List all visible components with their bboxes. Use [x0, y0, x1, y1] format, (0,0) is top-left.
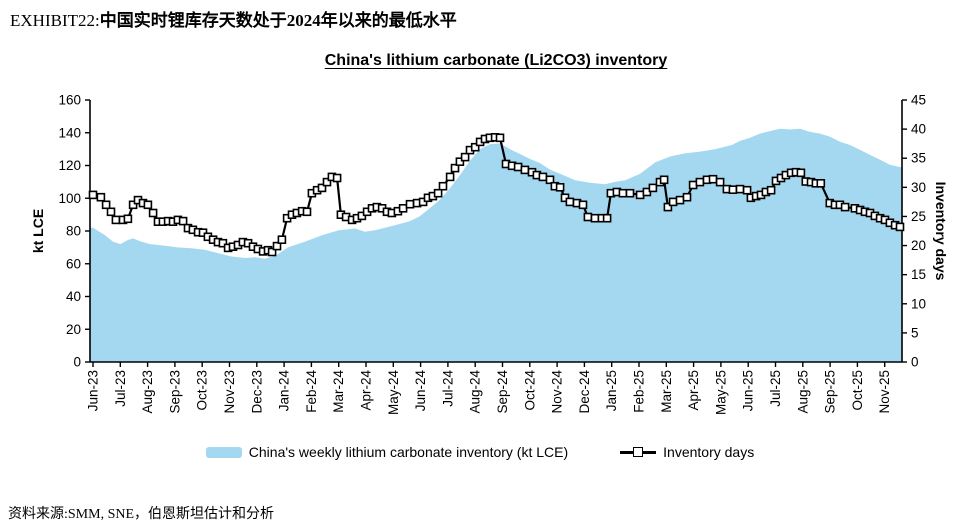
x-tick-label: Aug-24: [468, 370, 483, 414]
x-tick-label: Oct-25: [850, 370, 865, 411]
legend-entry-inventory-days: Inventory days: [620, 444, 754, 460]
exhibit-label: EXHIBIT22:: [10, 11, 100, 30]
right-tick-label: 35: [911, 151, 926, 166]
x-tick-label: Oct-23: [195, 370, 210, 411]
left-tick-label: 80: [66, 224, 81, 239]
x-tick-label: May-25: [713, 370, 728, 415]
x-tick-label: Aug-25: [795, 370, 810, 414]
right-tick-label: 30: [911, 180, 926, 195]
x-tick-label: Apr-25: [686, 370, 701, 411]
x-tick-label: Nov-25: [877, 370, 892, 414]
left-tick-label: 160: [58, 93, 81, 108]
left-tick-label: 40: [66, 289, 81, 304]
x-tick-label: Nov-23: [222, 370, 237, 414]
x-tick-label: Jun-25: [741, 370, 756, 411]
x-tick-label: Jul-25: [768, 370, 783, 407]
x-tick-label: Feb-25: [632, 370, 647, 413]
x-tick-label: Apr-24: [359, 370, 374, 411]
legend-entry-inventory-area: China's weekly lithium carbonate invento…: [205, 444, 569, 460]
x-tick-label: Nov-24: [550, 370, 565, 414]
x-tick-label: Sep-25: [823, 370, 838, 414]
right-tick-label: 15: [911, 267, 926, 282]
chart-legend: China's weekly lithium carbonate invento…: [0, 444, 960, 460]
x-tick-label: Jan-25: [604, 370, 619, 411]
exhibit-title: 中国实时锂库存天数处于2024年以来的最低水平: [99, 11, 457, 30]
x-tick-label: Jun-23: [86, 370, 101, 411]
area-swatch-icon: [205, 446, 242, 458]
right-tick-label: 5: [911, 325, 919, 340]
right-tick-label: 45: [911, 93, 926, 108]
x-axis-ticks: Jun-23 Jul-23 Aug-23 Sep-23 Oct-23 Nov-23 Dec-…: [86, 362, 892, 416]
x-tick-label: Mar-24: [331, 370, 346, 413]
legend-label-inventory-days: Inventory days: [663, 444, 755, 460]
x-tick-label: Jul-23: [113, 370, 128, 407]
x-tick-label: Dec-23: [249, 370, 264, 414]
x-tick-label: May-24: [386, 370, 401, 416]
right-axis-ticks: 0 5 10 15 20 25 30 35 40 45: [902, 93, 926, 370]
x-tick-label: Jul-24: [440, 370, 455, 407]
inventory-area-series: [90, 128, 902, 362]
right-tick-label: 0: [911, 355, 919, 370]
line-marker-icon: [620, 447, 657, 457]
left-axis-ticks: 0 20 40 60 80 100 120 140 160: [58, 93, 90, 370]
x-tick-label: Sep-23: [167, 370, 182, 414]
right-tick-label: 20: [911, 238, 926, 253]
x-tick-label: Feb-24: [304, 370, 319, 413]
x-tick-label: Jun-24: [413, 370, 428, 412]
x-tick-label: Aug-23: [140, 370, 155, 414]
inventory-days-markers: [88, 133, 905, 257]
right-tick-label: 40: [911, 122, 926, 137]
left-tick-label: 60: [66, 256, 81, 271]
x-tick-label: Mar-25: [659, 370, 674, 413]
left-tick-label: 100: [58, 191, 81, 206]
x-tick-label: Oct-24: [522, 370, 537, 411]
right-tick-label: 25: [911, 209, 926, 224]
left-tick-label: 0: [73, 355, 81, 370]
legend-label-inventory-area: China's weekly lithium carbonate invento…: [248, 444, 569, 460]
chart-title: China's lithium carbonate (Li2CO3) inven…: [324, 52, 668, 69]
x-tick-label: Dec-24: [577, 370, 592, 414]
x-tick-label: Sep-24: [495, 370, 510, 414]
left-tick-label: 20: [66, 322, 81, 337]
source-note: 资料来源:SMM, SNE，伯恩斯坦估计和分析: [8, 507, 275, 522]
x-tick-label: Jan-24: [277, 370, 292, 412]
right-tick-label: 10: [911, 296, 926, 311]
left-tick-label: 140: [58, 125, 81, 140]
exhibit-heading: EXHIBIT22:中国实时锂库存天数处于2024年以来的最低水平: [10, 6, 457, 31]
left-tick-label: 120: [58, 158, 81, 173]
